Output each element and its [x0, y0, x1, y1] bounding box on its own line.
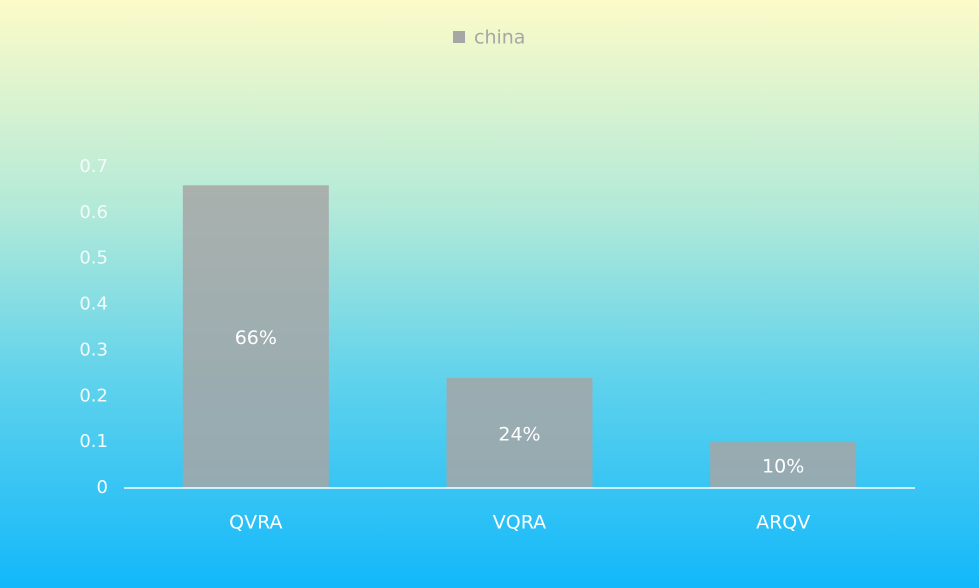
x-tick-label: QVRA — [229, 512, 282, 534]
y-tick-label: 0.7 — [79, 156, 108, 177]
bar — [182, 185, 329, 489]
y-tick-label: 0 — [97, 477, 108, 498]
data-label: 24% — [498, 423, 540, 445]
legend-label: china — [474, 27, 525, 49]
x-tick-label: VQRA — [493, 512, 546, 534]
bar — [446, 377, 593, 488]
y-tick-label: 0.4 — [79, 294, 108, 315]
legend-swatch — [453, 31, 465, 43]
bar — [710, 442, 857, 488]
x-tick-label: ARQV — [756, 512, 810, 534]
y-tick-label: 0.3 — [79, 339, 108, 360]
data-label: 10% — [762, 456, 804, 478]
y-tick-label: 0.2 — [79, 385, 108, 406]
y-tick-label: 0.5 — [79, 248, 108, 269]
y-tick-label: 0.6 — [79, 202, 108, 223]
data-label: 66% — [235, 327, 277, 349]
y-tick-label: 0.1 — [79, 431, 108, 452]
